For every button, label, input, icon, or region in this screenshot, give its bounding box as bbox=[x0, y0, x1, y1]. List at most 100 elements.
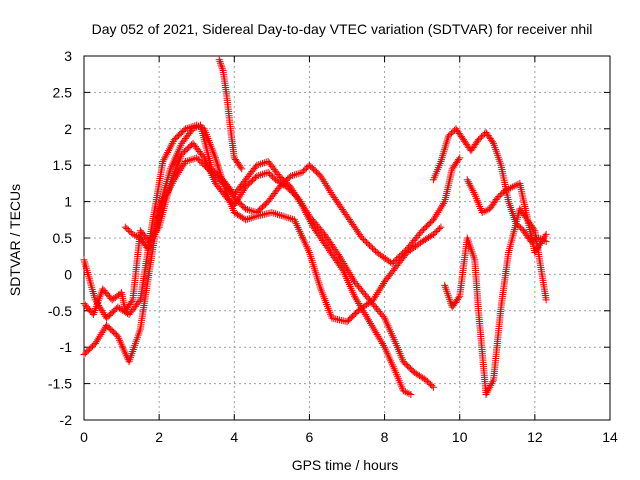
data-point-marker bbox=[338, 265, 346, 273]
data-point-marker bbox=[484, 387, 492, 395]
x-tick-label: 4 bbox=[230, 429, 238, 445]
data-point-marker bbox=[236, 192, 244, 200]
data-point-marker bbox=[249, 213, 257, 221]
x-tick-label: 6 bbox=[306, 429, 314, 445]
data-point-marker bbox=[243, 215, 251, 223]
data-point-marker bbox=[532, 247, 540, 255]
data-point-marker bbox=[100, 325, 108, 333]
data-point-marker bbox=[429, 230, 437, 238]
data-point-marker bbox=[91, 296, 99, 304]
data-point-marker bbox=[366, 241, 374, 249]
data-point-marker bbox=[361, 237, 369, 245]
data-point-marker bbox=[237, 163, 245, 171]
data-point-marker bbox=[267, 171, 275, 179]
data-point-marker bbox=[437, 203, 445, 211]
y-tick-label: -2 bbox=[60, 412, 73, 428]
data-point-marker bbox=[303, 210, 311, 218]
data-point-marker bbox=[399, 249, 407, 257]
y-tick-label: -1.5 bbox=[48, 376, 72, 392]
series-arc-2 bbox=[80, 121, 415, 399]
data-point-marker bbox=[161, 154, 169, 162]
y-axis-title: SDTVAR / TECUs bbox=[7, 184, 23, 296]
data-point-marker bbox=[197, 158, 205, 166]
data-point-marker bbox=[428, 382, 436, 390]
data-point-marker bbox=[464, 178, 472, 186]
x-axis-title: GPS time / hours bbox=[292, 457, 399, 473]
data-point-marker bbox=[302, 209, 310, 217]
data-point-marker bbox=[166, 143, 174, 151]
data-point-marker bbox=[348, 274, 356, 282]
x-tick-label: 0 bbox=[80, 429, 88, 445]
data-point-marker bbox=[168, 139, 176, 147]
data-point-marker bbox=[159, 198, 167, 206]
data-point-marker bbox=[379, 341, 387, 349]
data-point-marker bbox=[423, 377, 431, 385]
data-point-marker bbox=[258, 170, 266, 178]
data-point-marker bbox=[292, 192, 300, 200]
data-point-marker bbox=[292, 170, 300, 178]
data-point-marker bbox=[531, 249, 539, 257]
data-point-marker bbox=[535, 241, 543, 249]
data-point-marker bbox=[268, 209, 276, 217]
data-point-marker bbox=[440, 199, 448, 207]
data-point-marker bbox=[162, 152, 170, 160]
data-point-marker bbox=[542, 296, 550, 304]
data-point-marker bbox=[466, 181, 474, 189]
data-point-marker bbox=[123, 225, 131, 233]
data-point-marker bbox=[540, 234, 548, 242]
data-point-marker bbox=[159, 158, 167, 166]
data-point-marker bbox=[447, 129, 455, 137]
data-point-marker bbox=[215, 56, 223, 64]
data-point-marker bbox=[407, 391, 415, 399]
data-point-marker bbox=[355, 300, 363, 308]
data-point-marker bbox=[96, 303, 104, 311]
data-point-marker bbox=[217, 59, 225, 67]
data-point-marker bbox=[431, 229, 439, 237]
data-point-marker bbox=[95, 334, 103, 342]
data-point-marker bbox=[97, 330, 105, 338]
data-point-marker bbox=[372, 329, 380, 337]
data-point-marker bbox=[378, 281, 386, 289]
data-point-marker bbox=[476, 134, 484, 142]
data-point-marker bbox=[360, 235, 368, 243]
data-point-marker bbox=[367, 243, 375, 251]
data-point-marker bbox=[178, 163, 186, 171]
y-tick-label: 2.5 bbox=[53, 84, 73, 100]
data-point-marker bbox=[300, 205, 308, 213]
data-point-marker bbox=[283, 213, 291, 221]
data-point-marker bbox=[304, 214, 312, 222]
data-point-marker bbox=[467, 183, 475, 191]
data-point-marker bbox=[534, 243, 542, 251]
data-point-marker bbox=[298, 168, 306, 176]
data-point-marker bbox=[187, 123, 195, 131]
data-point-marker bbox=[432, 212, 440, 220]
data-point-marker bbox=[161, 194, 169, 202]
data-point-marker bbox=[218, 63, 226, 71]
data-point-marker bbox=[165, 187, 173, 195]
data-point-marker bbox=[489, 378, 497, 386]
data-point-marker bbox=[165, 145, 173, 153]
data-point-marker bbox=[295, 196, 303, 204]
data-point-marker bbox=[378, 340, 386, 348]
data-point-marker bbox=[364, 240, 372, 248]
data-point-marker bbox=[468, 185, 476, 193]
data-point-marker bbox=[469, 187, 477, 195]
data-point-marker bbox=[124, 226, 132, 234]
series-arc-4 bbox=[121, 154, 464, 267]
data-point-marker bbox=[277, 212, 285, 220]
data-point-marker bbox=[299, 203, 307, 211]
x-tick-label: 2 bbox=[155, 429, 163, 445]
data-point-marker bbox=[541, 232, 549, 240]
data-point-marker bbox=[339, 258, 347, 266]
data-point-marker bbox=[367, 320, 375, 328]
data-point-marker bbox=[258, 159, 266, 167]
x-tick-label: 14 bbox=[602, 429, 618, 445]
y-tick-label: 0.5 bbox=[53, 230, 73, 246]
data-point-marker bbox=[126, 227, 134, 235]
x-tick-label: 10 bbox=[452, 429, 468, 445]
data-point-marker bbox=[247, 214, 255, 222]
data-point-marker bbox=[165, 147, 173, 155]
data-point-marker bbox=[498, 190, 506, 198]
data-point-marker bbox=[320, 178, 328, 186]
